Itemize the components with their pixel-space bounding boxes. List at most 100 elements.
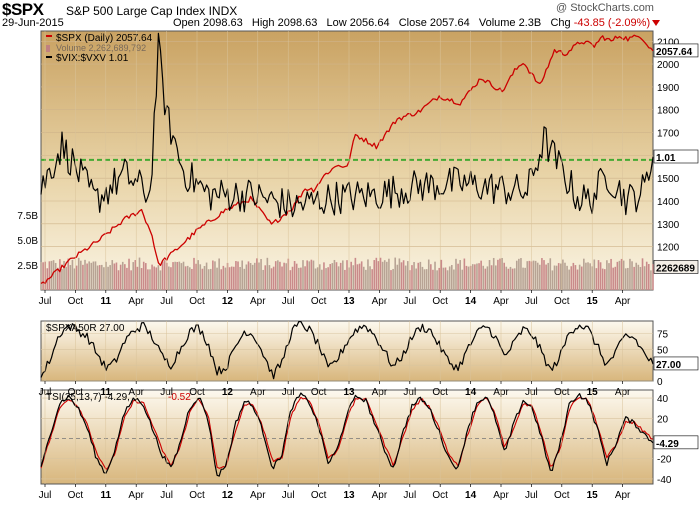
volume-bar xyxy=(312,260,315,290)
volume-bar xyxy=(505,266,508,290)
x-axis-label: Apr xyxy=(250,490,266,501)
volume-bar xyxy=(61,269,63,290)
volume-bar xyxy=(425,269,428,290)
volume-bar xyxy=(518,258,520,290)
volume-bar xyxy=(136,266,139,290)
volume-bar xyxy=(406,261,409,290)
volume-bar xyxy=(59,259,61,290)
low-value: 2056.64 xyxy=(349,17,390,29)
volume-bar xyxy=(436,270,438,290)
x-axis-label: Apr xyxy=(372,387,388,398)
volume-bar xyxy=(293,261,296,290)
last-vix-label: 1.01 xyxy=(656,153,676,164)
x-axis-label: 12 xyxy=(222,490,234,501)
last-volume-label-box xyxy=(653,260,699,274)
volume-bar xyxy=(624,268,627,290)
volume-bar xyxy=(461,269,464,290)
x-axis-label: Oct xyxy=(68,490,84,501)
volume-bar xyxy=(96,265,99,290)
volume-bar xyxy=(501,257,503,290)
breadth-tick-label: 75 xyxy=(657,330,669,341)
tsi-tick-label: -20 xyxy=(657,455,672,466)
volume-bar xyxy=(195,263,197,290)
volume-bar xyxy=(396,264,399,290)
volume-bar xyxy=(117,270,120,290)
price-tick-label: 2000 xyxy=(657,60,680,71)
last-tsi-box xyxy=(653,435,699,450)
volume-bar xyxy=(631,261,633,290)
volume-bar xyxy=(115,262,118,290)
x-axis-label: Oct xyxy=(189,296,205,307)
volume-bar xyxy=(595,268,598,290)
x-axis-label: 11 xyxy=(101,490,112,501)
volume-bar xyxy=(128,258,130,290)
volume-bar xyxy=(637,264,640,290)
volume-bar xyxy=(272,266,275,290)
volume-bar xyxy=(159,270,162,290)
volume-bar xyxy=(371,269,373,290)
volume-bar xyxy=(235,261,237,290)
x-axis-label: Jul xyxy=(39,490,52,501)
volume-bar xyxy=(86,263,88,290)
last-tsi-label: -4.29 xyxy=(656,439,679,450)
x-axis-label: Oct xyxy=(189,490,205,501)
x-axis-label: Jul xyxy=(525,490,538,501)
volume-bar xyxy=(142,261,145,290)
price-tick-label: 1700 xyxy=(657,129,680,140)
volume-bar xyxy=(182,261,185,290)
x-axis-label: Jul xyxy=(160,296,173,307)
volume-bar xyxy=(98,265,101,290)
volume-bar xyxy=(310,259,313,290)
chart-security-name: S&P 500 Large Cap Index INDX xyxy=(66,4,238,18)
x-axis-label: 11 xyxy=(101,296,112,307)
volume-bar xyxy=(69,265,72,290)
x-axis-label: 13 xyxy=(343,490,355,501)
volume-bar xyxy=(515,260,518,290)
volume-bar xyxy=(386,261,388,290)
volume-bar xyxy=(71,259,74,290)
volume-bar xyxy=(478,263,480,290)
legend-volume: Volume 2,262,689,792 xyxy=(56,43,146,53)
volume-bar xyxy=(279,261,281,290)
volume-bar xyxy=(80,260,82,290)
volume-bar xyxy=(499,258,501,290)
volume-bar xyxy=(404,265,407,290)
volume-bar xyxy=(155,267,158,290)
volume-bar xyxy=(645,261,648,290)
volume-bar xyxy=(394,257,397,290)
volume-bar xyxy=(365,269,367,290)
volume-bar xyxy=(392,268,394,290)
volume-bar xyxy=(333,259,336,290)
volume-bar xyxy=(107,266,109,290)
volume-bar xyxy=(100,264,103,290)
volume-bar xyxy=(373,260,376,290)
volume-bar xyxy=(354,257,357,290)
volume-bar xyxy=(375,257,378,290)
volume-bar xyxy=(539,264,541,290)
x-axis-label: Jul xyxy=(403,490,416,501)
volume-bar xyxy=(606,260,608,290)
volume-bar xyxy=(168,266,170,290)
volume-bar xyxy=(214,261,216,290)
volume-bar xyxy=(77,257,80,290)
volume-bar xyxy=(455,258,457,290)
volume-bar xyxy=(635,262,638,290)
volume-bar xyxy=(266,257,269,290)
volume-bar xyxy=(297,267,300,290)
volume-bar xyxy=(337,266,340,290)
volume-bar xyxy=(228,267,231,290)
volume-bar xyxy=(295,263,298,290)
last-price-label-box xyxy=(653,43,699,58)
volume-bar xyxy=(545,264,547,290)
last-breadth-label: 27.00 xyxy=(656,360,681,371)
x-axis-label: Oct xyxy=(311,490,327,501)
x-axis-label: Apr xyxy=(493,490,509,501)
volume-bar xyxy=(247,261,250,290)
volume-bar xyxy=(578,264,581,290)
volume-bar xyxy=(63,260,65,290)
chart-date: 29-Jun-2015 xyxy=(2,17,64,29)
volume-bar xyxy=(536,262,539,290)
x-axis-label: 12 xyxy=(222,296,234,307)
volume-bar xyxy=(339,262,342,290)
volume-bar xyxy=(260,258,262,290)
